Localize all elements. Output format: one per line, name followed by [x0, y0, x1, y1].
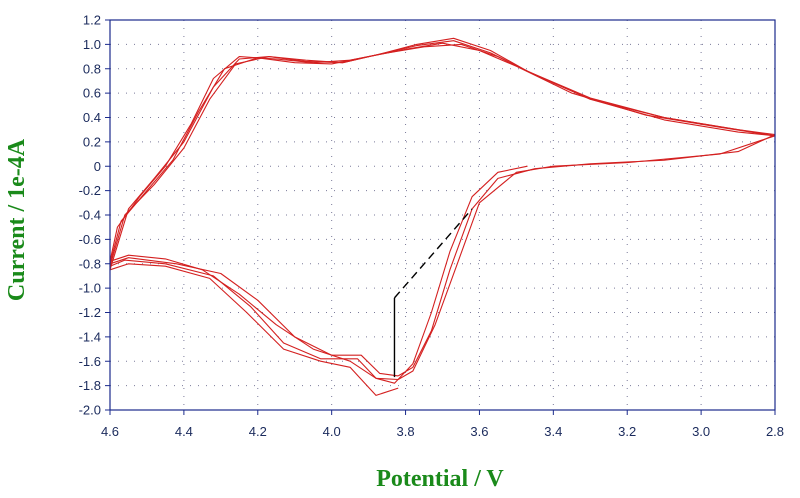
y-tick-label: -0.6 [79, 232, 101, 247]
y-tick-label: -0.8 [79, 256, 101, 271]
y-tick-label: 1.0 [83, 37, 101, 52]
x-tick-label: 4.4 [175, 424, 193, 439]
y-tick-label: 0.4 [83, 110, 101, 125]
x-axis-title: Potential / V [376, 466, 504, 492]
y-tick-label: -2.0 [79, 403, 101, 418]
x-tick-label: 3.2 [618, 424, 636, 439]
y-tick-label: -0.2 [79, 183, 101, 198]
y-tick-label: 0 [94, 159, 101, 174]
y-tick-label: -1.6 [79, 354, 101, 369]
y-tick-label: -1.0 [79, 281, 101, 296]
x-axis-ticks: 4.6 4.4 4.2 4.0 3.8 3.6 3.4 3.2 3.0 2.8 [101, 410, 784, 439]
x-tick-label: 2.8 [766, 424, 784, 439]
grid-layer [110, 20, 775, 410]
y-tick-label: 0.6 [83, 86, 101, 101]
x-tick-label: 4.2 [249, 424, 267, 439]
x-tick-label: 3.6 [470, 424, 488, 439]
x-tick-label: 3.8 [397, 424, 415, 439]
annotation-layer [393, 208, 473, 378]
y-tick-label: 0.2 [83, 134, 101, 149]
x-tick-label: 4.6 [101, 424, 119, 439]
plot-frame [109, 19, 776, 411]
cv-cycle-line-3 [109, 40, 776, 381]
y-axis-title: Current / 1e-4A [4, 138, 30, 301]
y-tick-label: -1.4 [79, 329, 101, 344]
y-tick-label: 1.2 [83, 13, 101, 28]
cv-cycle-line-1 [109, 43, 776, 384]
y-axis-ticks: 1.2 1.0 0.8 0.6 0.4 0.2 0 -0.2 -0.4 -0.6 -0.8 -1.0 -… [79, 13, 110, 418]
data-layer [109, 37, 776, 396]
cv-cycle-line-4 [109, 37, 776, 396]
y-tick-label: 0.8 [83, 61, 101, 76]
baseline-dashed-line [393, 208, 473, 299]
y-tick-label: -1.2 [79, 305, 101, 320]
x-tick-label: 3.0 [692, 424, 710, 439]
cv-cycle-line-2 [109, 42, 776, 380]
x-tick-label: 3.4 [544, 424, 562, 439]
y-tick-label: -0.4 [79, 208, 101, 223]
y-tick-label: -1.8 [79, 378, 101, 393]
x-tick-label: 4.0 [323, 424, 341, 439]
